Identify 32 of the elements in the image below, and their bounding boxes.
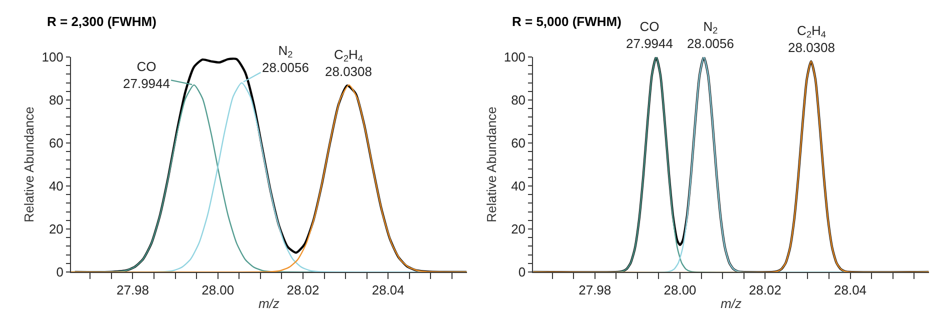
y-axis-title: Relative Abundance [22, 106, 37, 222]
annotation: N$_{2}$ 28.0056 [687, 19, 734, 51]
x-tick-label: 27.98 [116, 282, 150, 298]
y-tick-label: 100 [42, 50, 64, 65]
annotation: C$_{2}$H$_{4}$ 28.0308 [325, 47, 372, 79]
annotation: CO 27.9944 [123, 59, 170, 91]
x-tick-label: 27.98 [578, 282, 612, 298]
x-tick-label: 28.04 [372, 282, 404, 298]
chart-title: R = 5,000 (FWHM) [512, 14, 622, 29]
x-tick-label: 28.02 [748, 282, 782, 298]
x-axis-title: m/z [720, 296, 742, 312]
annotation: C$_{2}$H$_{4}$ 28.0308 [788, 23, 835, 55]
x-tick-label: 28.00 [202, 282, 234, 298]
x-tick-label: 28.04 [834, 282, 867, 298]
y-tick-label: 20 [511, 222, 526, 237]
x-tick-label: 28.00 [664, 282, 696, 298]
y-axis-title: Relative Abundance [484, 106, 499, 222]
x-tick-label: 28.02 [286, 282, 320, 298]
y-tick-label: 60 [511, 136, 526, 151]
chart-title: R = 2,300 (FWHM) [47, 14, 156, 29]
y-tick-label: 40 [511, 178, 526, 194]
y-tick-label: 0 [518, 264, 526, 280]
y-tick-label: 100 [504, 50, 526, 65]
y-tick-label: 20 [48, 222, 64, 237]
y-tick-label: 60 [48, 136, 64, 151]
x-axis-title: m/z [258, 296, 280, 312]
y-tick-label: 80 [511, 92, 526, 108]
y-tick-label: 40 [48, 178, 64, 194]
y-tick-label: 80 [48, 92, 64, 108]
annotation: N$_{2}$ 28.0056 [262, 43, 309, 75]
annotation: CO 27.9944 [626, 19, 673, 51]
y-tick-label: 0 [56, 264, 64, 280]
